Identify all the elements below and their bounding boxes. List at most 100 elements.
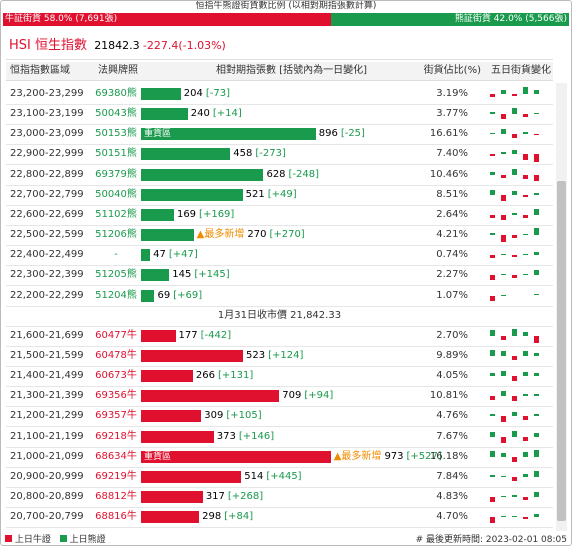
- change: [+268]: [227, 491, 264, 502]
- value: 298: [202, 511, 222, 523]
- value: 266: [195, 370, 215, 382]
- five-day-bar: [512, 255, 517, 257]
- index-header: HSI 恒生指數 21842.3 -227.4(-1.03%): [9, 37, 226, 56]
- column-title: 相對期指張數 [括號內為一日變化]: [216, 65, 367, 76]
- five-day-bar: [501, 274, 506, 276]
- five-day-bar: [534, 154, 539, 162]
- table-row: 23,000-23,099 50153熊 重貨區 896 [-25] 16.61%: [6, 124, 553, 146]
- bull-share-label: 牛証街貨 58.0% (7,691張): [5, 14, 118, 24]
- most-new-tag: ▲最多新增: [333, 450, 382, 462]
- five-day-bar: [534, 335, 539, 343]
- five-day-bar: [501, 390, 506, 397]
- five-day-bar: [534, 134, 539, 136]
- share: 3.77%: [436, 108, 468, 120]
- five-day-bar: [523, 372, 528, 377]
- change: [+69]: [173, 289, 203, 301]
- five-day-bar: [534, 252, 539, 256]
- five-day-bar: [501, 235, 506, 243]
- change: [+445]: [266, 470, 302, 482]
- change: [+47]: [168, 249, 198, 261]
- value-label: ▲最多新增 973 [+527]: [334, 447, 442, 467]
- five-day-bar: [512, 456, 517, 463]
- change: [-442]: [200, 329, 232, 341]
- five-day-bar: [512, 411, 517, 417]
- change: [+49]: [267, 188, 297, 200]
- five-day-bar: [534, 209, 539, 215]
- legend-swatch: [5, 535, 12, 542]
- bar: [141, 390, 280, 403]
- value-label: 373 [+146]: [217, 427, 274, 447]
- table-row: 21,500-21,599 60478牛 523 [+124] 9.89%: [6, 346, 553, 367]
- table-row: 20,800-20,899 68812牛 317 [+268] 4.83%: [6, 487, 553, 508]
- value: 317: [205, 491, 225, 502]
- five-day-bar: [501, 335, 506, 341]
- five-day-bar: [523, 86, 528, 94]
- five-day-bar: [501, 351, 506, 356]
- share: 2.70%: [436, 329, 468, 341]
- change: [-273]: [255, 148, 286, 160]
- bar: [141, 470, 242, 483]
- five-day-bar: [501, 254, 506, 256]
- value-label: 169 [+169]: [177, 205, 234, 225]
- five-day-bar: [523, 474, 528, 477]
- code: 68812牛: [95, 491, 137, 502]
- five-day-bar: [490, 171, 495, 175]
- five-day-bar: [501, 496, 506, 497]
- five-day-bar: [490, 112, 495, 115]
- five-day-bar: [523, 174, 528, 180]
- five-day-bar: [512, 355, 517, 360]
- code: 69219牛: [95, 470, 137, 482]
- heavy-tag: 重貨區: [144, 451, 172, 462]
- column-title: 五日街貨變化: [491, 65, 551, 76]
- scrollbar-thumb[interactable]: [557, 181, 566, 521]
- five-day-bar: [523, 194, 528, 198]
- table-row: 22,800-22,899 69379熊 628 [-248] 10.46%: [6, 165, 553, 186]
- value: 177: [178, 329, 198, 341]
- code: 50043熊: [95, 108, 137, 120]
- range: 22,200-22,299: [10, 289, 84, 301]
- five-day-bar: [534, 293, 539, 296]
- code: 51205熊: [95, 269, 137, 281]
- divider-row: 1月31日收市價 21,842.33: [6, 306, 553, 327]
- five-day-bar: [523, 274, 528, 276]
- five-day-bar: [534, 394, 539, 397]
- value-label: 458 [-273]: [233, 144, 286, 164]
- bar: [141, 511, 200, 524]
- share: 1.07%: [436, 289, 468, 301]
- five-day-bar: [534, 227, 539, 236]
- range: 20,700-20,799: [10, 511, 84, 523]
- code: 51206熊: [95, 229, 137, 241]
- share: 10.81%: [429, 390, 468, 402]
- five-day-bar: [490, 432, 495, 437]
- table-row: 22,200-22,299 51204熊 69 [+69] 1.07%: [6, 286, 553, 307]
- bar: [141, 229, 194, 242]
- value: 514: [244, 470, 264, 482]
- range: 22,600-22,699: [10, 208, 84, 220]
- table-row: 22,500-22,599 51206熊 ▲最多新增 270 [+270] 4.21%: [6, 225, 553, 247]
- divider-text: 1月31日收市價 21,842.33: [217, 309, 342, 321]
- five-day-bar: [490, 396, 495, 400]
- value: 523: [245, 349, 266, 361]
- share: 4.83%: [436, 491, 468, 502]
- five-day-bar: [490, 190, 495, 195]
- bar: [141, 430, 214, 443]
- five-day-bar: [512, 169, 517, 175]
- share: 8.51%: [436, 188, 468, 200]
- share: 7.67%: [436, 430, 468, 442]
- bar: [141, 208, 174, 221]
- value-label: 204 [-73]: [184, 84, 230, 104]
- change: [+270]: [269, 229, 305, 241]
- code: 68816牛: [95, 511, 137, 523]
- code: 69379熊: [95, 168, 137, 180]
- five-day-bar: [501, 194, 506, 202]
- column-title: 恒指指數區域: [10, 65, 70, 76]
- code: 50040熊: [95, 188, 137, 200]
- five-day-bar: [490, 330, 495, 336]
- value: 240: [190, 108, 210, 120]
- five-day-bar: [501, 151, 506, 155]
- code: 69380熊: [95, 88, 137, 99]
- code: 50151熊: [95, 148, 137, 160]
- value-label: 896 [-25]: [319, 124, 365, 144]
- share: 9.89%: [436, 349, 468, 361]
- bar: 重貨區: [141, 450, 331, 463]
